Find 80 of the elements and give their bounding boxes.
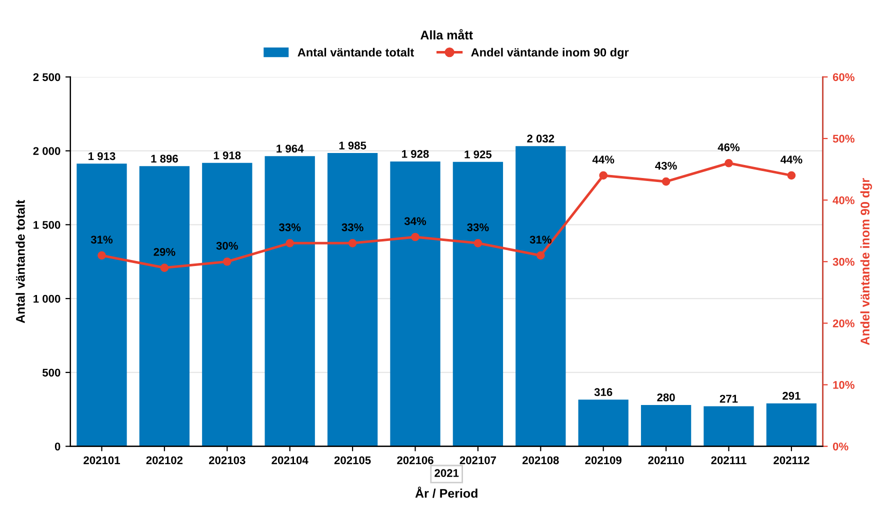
bar	[578, 400, 628, 446]
x-tick-label: 202106	[397, 456, 434, 464]
x-tick-label: 202109	[585, 456, 622, 464]
bar	[766, 403, 817, 446]
y-tick-label: 0	[54, 442, 60, 450]
data-label: 44%	[780, 156, 802, 164]
bar	[76, 164, 127, 446]
y2-tick-label: 30%	[832, 258, 854, 266]
legend-label: Antal väntande totalt	[298, 48, 414, 57]
legend-title: Alla mått	[420, 29, 473, 40]
y-tick-label: 2 500	[33, 73, 60, 82]
y2-tick-label: 50%	[832, 134, 854, 143]
x-tick-label: 202112	[774, 456, 810, 464]
data-label: 1 928	[402, 150, 429, 158]
data-label: 1 918	[214, 151, 241, 160]
bar	[704, 406, 754, 446]
bar	[264, 156, 315, 446]
bar	[640, 404, 692, 446]
point	[787, 171, 796, 180]
x-tick-label: 202101	[84, 456, 120, 464]
bar	[139, 166, 190, 446]
bar	[202, 162, 252, 446]
data-label: 280	[657, 393, 675, 402]
point	[474, 238, 482, 248]
bar	[327, 153, 378, 446]
data-label: 1 925	[464, 150, 492, 158]
y2-axis-title: Andel väntande inom 90 dgr	[860, 178, 872, 346]
legend-label: Andel väntande inom 90 dgr	[471, 48, 629, 59]
data-label: 43%	[655, 162, 677, 170]
y-tick-label: 1 000	[34, 294, 60, 303]
data-label: 29%	[154, 248, 176, 256]
data-label: 34%	[404, 217, 426, 226]
bar	[452, 162, 504, 446]
point	[411, 232, 420, 242]
data-label: 271	[720, 394, 738, 403]
point	[599, 171, 608, 180]
x-tick-label: 202104	[272, 456, 308, 464]
data-label: 46%	[718, 143, 740, 152]
data-label: 31%	[530, 236, 552, 244]
data-label: 291	[782, 392, 800, 400]
data-label: 33%	[467, 223, 489, 232]
data-label: 2 032	[527, 134, 554, 143]
point	[662, 177, 670, 186]
data-label: 33%	[278, 223, 301, 232]
data-label: 33%	[342, 223, 364, 232]
y2-tick-label: 40%	[832, 196, 854, 204]
y-tick-label: 2 000	[33, 147, 60, 155]
point	[98, 251, 106, 260]
point	[536, 251, 545, 260]
x-tick-label: 202108	[522, 456, 559, 464]
bar	[516, 146, 566, 446]
x-tick-label: 202111	[711, 456, 746, 464]
x-axis-title: År / Period	[415, 486, 478, 498]
data-label: 1 913	[88, 152, 116, 160]
point	[286, 238, 294, 248]
data-label: 316	[594, 388, 612, 396]
x-tick-label: 202107	[460, 456, 496, 464]
x-tick-label: 202102	[146, 456, 183, 464]
y2-tick-label: 20%	[832, 319, 854, 328]
point	[724, 158, 733, 168]
data-label: 1 964	[276, 144, 304, 153]
point	[222, 257, 232, 266]
data-label: 1 985	[339, 142, 366, 150]
x-tick-label: 202110	[648, 456, 684, 464]
point	[160, 264, 169, 272]
y-axis-title: Antal väntande totalt	[16, 200, 25, 324]
y2-tick-label: 60%	[832, 73, 854, 82]
bar	[390, 161, 440, 446]
y2-tick-label: 0%	[832, 442, 848, 450]
data-label: 44%	[592, 156, 614, 164]
x-tick-label: 202103	[209, 456, 246, 464]
data-label: 31%	[90, 236, 113, 244]
y-tick-label: 500	[42, 368, 60, 377]
point	[348, 238, 357, 248]
x-tick-label: 202105	[334, 456, 371, 464]
y-tick-label: 1 500	[34, 220, 60, 229]
text: 2021	[434, 469, 459, 477]
y2-tick-label: 10%	[833, 381, 854, 389]
data-label: 1 896	[151, 154, 178, 163]
data-label: 30%	[216, 242, 238, 250]
